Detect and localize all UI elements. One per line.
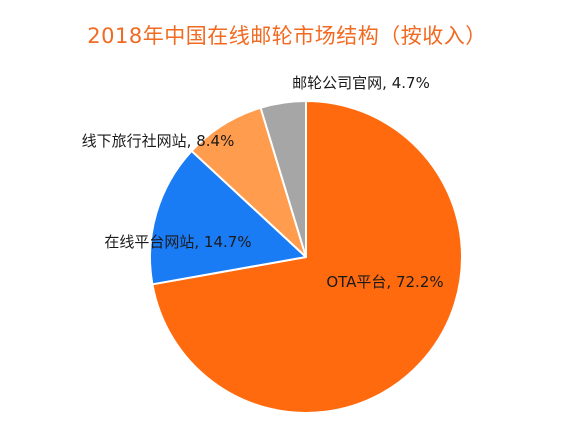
pie-slice-online-platform bbox=[149, 149, 307, 286]
pie-slices bbox=[149, 100, 463, 414]
slice-labels: OTA平台, 72.2% 在线平台网站, 14.7% 线下旅行社网站, 8.4% 邮轮… bbox=[82, 74, 444, 291]
slice-label-online-platform: 在线平台网站, 14.7% bbox=[104, 233, 251, 251]
chart-title: 2018年中国在线邮轮市场结构（按收入） bbox=[87, 24, 487, 48]
slice-label-cruise-official: 邮轮公司官网, 4.7% bbox=[292, 74, 430, 92]
slice-label-offline-agency: 线下旅行社网站, 8.4% bbox=[82, 132, 235, 150]
slice-label-ota: OTA平台, 72.2% bbox=[326, 273, 443, 291]
pie-slice-ota bbox=[151, 100, 463, 414]
pie-slice-cruise-official bbox=[259, 100, 307, 258]
